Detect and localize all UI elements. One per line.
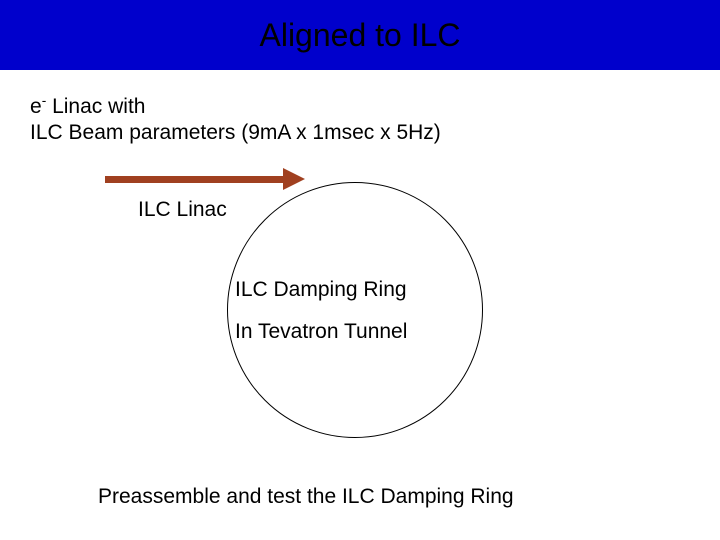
subtitle-block: e- Linac with ILC Beam parameters (9mA x…	[30, 88, 441, 146]
subtitle-prefix: e	[30, 95, 42, 118]
footer-text: Preassemble and test the ILC Damping Rin…	[98, 485, 514, 509]
label-tevatron-tunnel: In Tevatron Tunnel	[235, 320, 407, 344]
damping-ring-circle	[227, 182, 483, 438]
title-bar: Aligned to ILC	[0, 0, 720, 70]
linac-arrow-head-icon	[283, 168, 305, 190]
linac-arrow-shaft	[105, 176, 287, 183]
label-ilc-linac: ILC Linac	[138, 198, 227, 222]
subtitle-line-2: ILC Beam parameters (9mA x 1msec x 5Hz)	[30, 120, 441, 146]
subtitle-suffix: Linac with	[46, 95, 145, 118]
subtitle-line-1: e- Linac with	[30, 88, 441, 120]
slide-title: Aligned to ILC	[259, 17, 460, 54]
label-damping-ring: ILC Damping Ring	[235, 278, 407, 302]
slide: Aligned to ILC e- Linac with ILC Beam pa…	[0, 0, 720, 540]
